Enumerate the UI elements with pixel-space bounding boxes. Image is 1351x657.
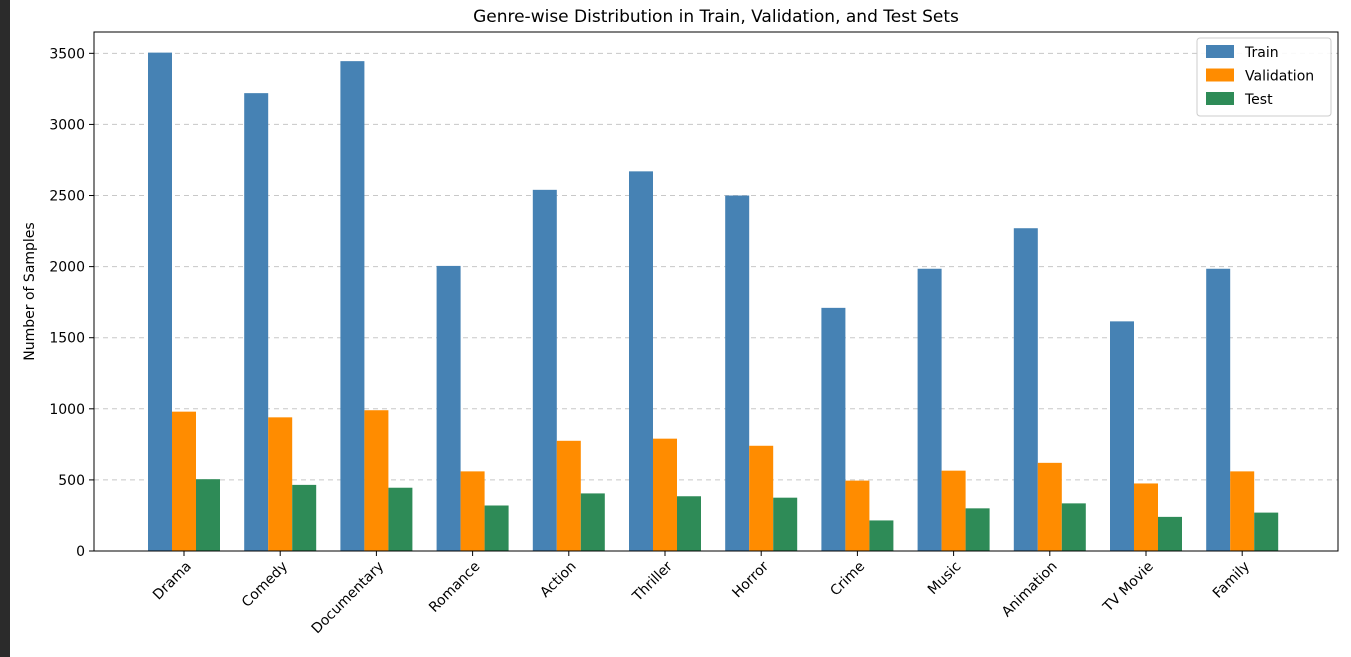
bar-validation-horror <box>749 445 774 551</box>
legend-label-train: Train <box>1244 45 1279 61</box>
bar-validation-crime <box>845 480 870 551</box>
x-tick-label: Documentary <box>309 559 388 638</box>
bar-train-documentary <box>340 61 365 551</box>
x-tick-label: Action <box>537 559 579 601</box>
bar-validation-family <box>1230 471 1255 551</box>
bar-test-romance <box>484 505 509 551</box>
bar-test-drama <box>196 479 220 551</box>
y-tick-label: 0 <box>76 544 85 560</box>
bar-test-family <box>1254 512 1279 551</box>
bar-validation-action <box>556 440 581 551</box>
x-tick-label: Music <box>925 559 964 598</box>
y-axis-title: Number of Samples <box>22 222 38 360</box>
y-tick-label: 2000 <box>49 260 85 276</box>
x-tick-label: Comedy <box>239 559 291 611</box>
bar-train-thriller <box>629 171 653 551</box>
legend-swatch-test <box>1206 92 1234 105</box>
chart-figure: Genre-wise Distribution in Train, Valida… <box>10 0 1351 657</box>
bar-validation-romance <box>460 471 485 551</box>
y-tick-label: 1500 <box>49 331 85 347</box>
bar-train-drama <box>148 52 172 552</box>
bars <box>148 52 1279 552</box>
bar-validation-thriller <box>653 438 677 551</box>
bar-test-action <box>580 493 605 551</box>
legend-label-test: Test <box>1244 92 1273 108</box>
bar-test-comedy <box>292 484 317 551</box>
bar-validation-animation <box>1037 462 1062 551</box>
bar-train-family <box>1206 268 1231 551</box>
bar-train-comedy <box>244 93 269 552</box>
legend: Train Validation Test <box>1196 37 1332 117</box>
bar-train-animation <box>1013 228 1038 551</box>
bar-train-romance <box>436 265 461 551</box>
x-tick-label: Animation <box>999 559 1061 621</box>
bar-train-action <box>532 189 557 551</box>
bar-train-horror <box>725 195 750 551</box>
bar-test-crime <box>869 520 894 551</box>
plot-frame <box>93 31 1339 552</box>
legend-swatch-train <box>1206 45 1234 58</box>
bar-chart: Genre-wise Distribution in Train, Valida… <box>22 7 1339 637</box>
chart-title: Genre-wise Distribution in Train, Valida… <box>473 7 959 27</box>
x-tick-label: Crime <box>827 559 868 600</box>
bar-validation-comedy <box>268 417 293 551</box>
x-tick-label: Romance <box>426 559 483 616</box>
legend-swatch-validation <box>1206 68 1234 82</box>
x-tick-label: TV Movie <box>1100 559 1157 616</box>
bar-validation-drama <box>172 411 196 551</box>
bar-test-thriller <box>677 496 701 551</box>
bar-train-tv-movie <box>1110 321 1134 551</box>
x-axis-ticks: Drama Comedy Documentary Romance Action Thril… <box>150 551 1253 637</box>
bar-validation-documentary <box>364 410 389 551</box>
y-tick-label: 500 <box>58 473 85 489</box>
y-tick-label: 3000 <box>49 117 85 133</box>
grid-lines <box>94 52 1338 481</box>
x-tick-label: Drama <box>150 559 195 604</box>
y-tick-label: 3500 <box>49 46 85 62</box>
legend-label-validation: Validation <box>1245 69 1314 85</box>
bar-test-documentary <box>388 487 413 551</box>
y-tick-label: 1000 <box>49 402 85 418</box>
bar-test-horror <box>773 497 798 551</box>
bar-validation-music <box>941 470 966 551</box>
y-tick-label: 2500 <box>49 189 85 205</box>
bar-train-music <box>917 268 942 551</box>
bar-test-music <box>965 508 990 551</box>
bar-validation-tv-movie <box>1134 483 1158 551</box>
bar-test-tv-movie <box>1158 516 1182 551</box>
y-axis-ticks: 0 500 1000 1500 2000 2500 3000 3500 <box>49 46 94 560</box>
bar-train-crime <box>821 307 846 551</box>
x-tick-label: Horror <box>729 558 772 601</box>
bar-test-animation <box>1061 503 1086 551</box>
x-tick-label: Family <box>1210 559 1253 602</box>
x-tick-label: Thriller <box>629 558 676 605</box>
